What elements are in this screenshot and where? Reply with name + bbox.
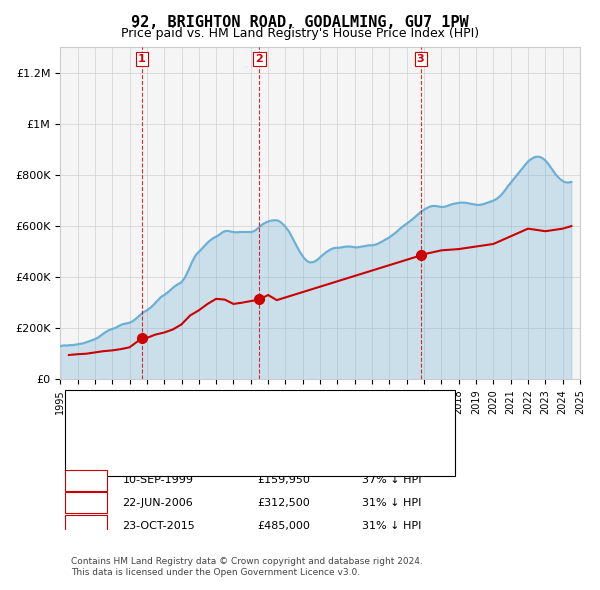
Text: 31% ↓ HPI: 31% ↓ HPI: [362, 520, 421, 530]
FancyBboxPatch shape: [65, 492, 107, 513]
Text: Contains HM Land Registry data © Crown copyright and database right 2024.
This d: Contains HM Land Registry data © Crown c…: [71, 557, 422, 576]
Text: 2: 2: [82, 498, 90, 508]
Text: HPI: Average price, detached house, Waverley: HPI: Average price, detached house, Wave…: [118, 439, 359, 449]
Text: 92, BRIGHTON ROAD, GODALMING, GU7 1PW: 92, BRIGHTON ROAD, GODALMING, GU7 1PW: [131, 15, 469, 30]
Text: 3: 3: [82, 520, 90, 530]
Text: £485,000: £485,000: [258, 520, 311, 530]
FancyBboxPatch shape: [65, 390, 455, 476]
Text: 37% ↓ HPI: 37% ↓ HPI: [362, 476, 421, 486]
Text: £312,500: £312,500: [258, 498, 310, 508]
FancyBboxPatch shape: [65, 515, 107, 536]
Text: 3: 3: [417, 54, 424, 64]
Text: Price paid vs. HM Land Registry's House Price Index (HPI): Price paid vs. HM Land Registry's House …: [121, 27, 479, 40]
Text: 31% ↓ HPI: 31% ↓ HPI: [362, 498, 421, 508]
Text: 10-SEP-1999: 10-SEP-1999: [122, 476, 194, 486]
Text: 23-OCT-2015: 23-OCT-2015: [122, 520, 196, 530]
Text: 92, BRIGHTON ROAD, GODALMING, GU7 1PW (detached house): 92, BRIGHTON ROAD, GODALMING, GU7 1PW (d…: [118, 404, 448, 414]
FancyBboxPatch shape: [65, 470, 107, 491]
Text: 22-JUN-2006: 22-JUN-2006: [122, 498, 193, 508]
Text: 2: 2: [256, 54, 263, 64]
Text: 1: 1: [138, 54, 146, 64]
Text: £159,950: £159,950: [258, 476, 311, 486]
Text: 1: 1: [82, 476, 90, 486]
